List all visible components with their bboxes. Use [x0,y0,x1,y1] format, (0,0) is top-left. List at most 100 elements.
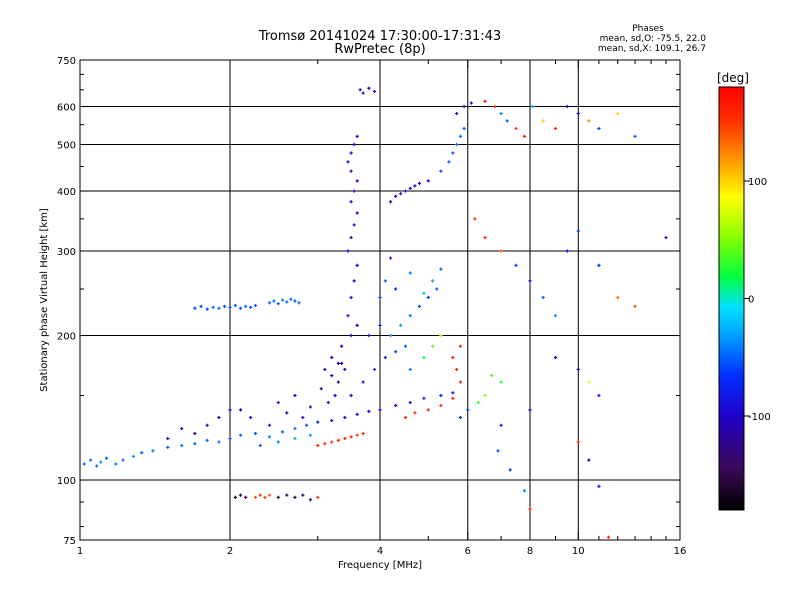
data-point [301,415,305,420]
data-point [180,443,184,448]
data-point [276,495,280,500]
data-point [114,462,118,466]
data-point [499,249,503,253]
data-point [263,495,267,500]
x-tick-label: 10 [572,546,585,557]
data-point [238,493,243,497]
data-point [285,493,289,497]
data-point [499,380,503,384]
data-point [367,333,371,338]
data-point [514,126,518,131]
data-point [355,412,359,417]
data-point [326,400,330,405]
data-point [205,307,209,311]
colorbar-label: [deg] [717,71,749,85]
data-point [205,438,209,442]
chart-title: Tromsø 20141024 17:30:00-17:31:43 [258,29,501,44]
data-point [193,431,197,436]
data-point [403,415,408,420]
data-point [151,449,155,453]
x-tick-label: 8 [527,546,533,557]
data-point [541,119,545,123]
x-axis: 1 2 4 6 8 10 16 [77,60,686,557]
data-point [267,435,272,439]
data-point [343,436,347,441]
data-point [394,194,398,198]
data-point [199,304,203,308]
data-point [541,295,545,300]
data-point [217,415,221,420]
data-point [553,314,558,318]
y-tick-label: 750 [57,56,76,67]
data-point [308,498,313,502]
data-point [316,443,320,448]
data-point [323,367,327,372]
data-point [388,200,393,204]
data-point [597,263,601,267]
data-point [576,229,580,233]
grid-lines [80,60,680,540]
data-point [217,306,221,310]
data-point [267,423,272,427]
data-point [352,223,356,227]
data-point [343,415,347,420]
data-point [211,305,215,309]
data-point [228,305,232,309]
stats-line-o: mean, sd,O: -75.5, 22.0 [600,34,707,44]
data-point [531,104,535,109]
data-point [349,169,353,173]
x-tick-label: 6 [465,546,471,557]
data-point [587,458,591,462]
data-point [664,235,668,240]
data-point [355,323,359,327]
data-point [233,495,237,500]
data-point [276,440,280,444]
data-point [388,333,393,338]
y-tick-label: 400 [57,187,76,198]
data-point [343,367,347,372]
y-tick-label: 200 [57,332,76,343]
data-point [455,367,459,372]
data-point [228,436,232,441]
data-point [496,449,500,453]
data-point [597,126,601,131]
data-point [455,142,459,147]
data-point [140,451,144,455]
data-point [267,301,272,305]
data-point [355,433,359,437]
data-point [297,301,301,305]
data-point [293,299,297,303]
x-axis-label: Frequency [MHz] [338,560,422,571]
data-point [293,393,297,398]
data-point [413,184,417,188]
data-point [408,271,412,275]
data-point [408,400,412,405]
data-point [367,86,371,90]
y-tick-label: 600 [57,103,76,114]
data-point [249,305,253,309]
data-point [451,151,455,155]
data-point [528,408,532,412]
data-point [576,440,580,444]
data-point [458,380,463,384]
data-point [249,415,253,420]
data-point [528,507,532,511]
data-point [361,431,365,436]
data-point [222,304,227,308]
data-point [258,443,262,448]
data-point [394,287,398,291]
data-point [616,295,620,300]
data-point [330,418,334,423]
data-point [514,263,518,267]
colorbar-ticks: 100 0 -100 [744,177,771,423]
data-point [355,263,359,267]
data-point [346,314,350,318]
data-point [361,380,365,384]
data-point [426,179,430,183]
y-tick-label: 75 [63,536,76,547]
data-point [131,454,136,459]
data-point [308,405,313,409]
data-point [462,104,466,109]
data-point [95,464,99,468]
data-point [417,181,422,185]
